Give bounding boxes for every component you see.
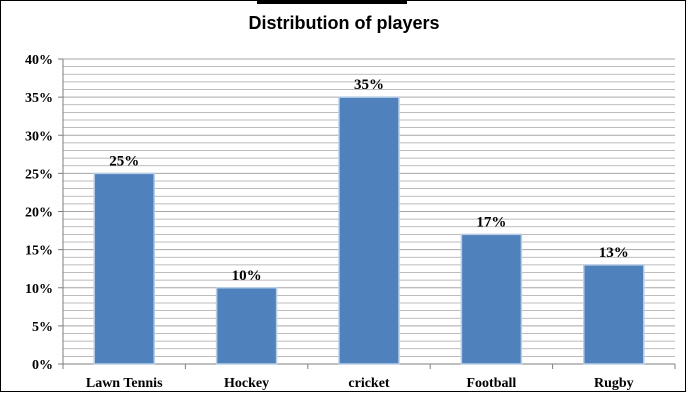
y-tick-label: 40%: [25, 53, 53, 68]
y-tick-label: 5%: [32, 320, 53, 335]
category-label: Rugby: [594, 376, 634, 391]
y-tick-label: 10%: [25, 282, 53, 297]
category-label: cricket: [348, 376, 390, 391]
bar: [338, 96, 400, 365]
data-label: 25%: [109, 153, 139, 169]
bar: [460, 233, 523, 365]
data-label: 35%: [354, 77, 384, 93]
category-label: Football: [467, 376, 517, 391]
y-tick-label: 30%: [25, 129, 53, 144]
data-label: 13%: [599, 245, 629, 261]
chart-title: Distribution of players: [248, 13, 440, 33]
data-label: 17%: [476, 214, 506, 230]
y-tick-label: 0%: [32, 358, 53, 373]
bar: [583, 264, 645, 365]
bar: [93, 172, 155, 365]
y-tick-label: 15%: [25, 244, 53, 259]
category-label: Hockey: [224, 376, 269, 391]
y-tick-label: 35%: [25, 91, 53, 106]
data-label: 10%: [232, 268, 262, 284]
category-label: Lawn Tennis: [86, 376, 163, 391]
bar: [215, 287, 278, 365]
y-tick-label: 25%: [25, 167, 53, 182]
y-tick-label: 20%: [25, 206, 53, 221]
